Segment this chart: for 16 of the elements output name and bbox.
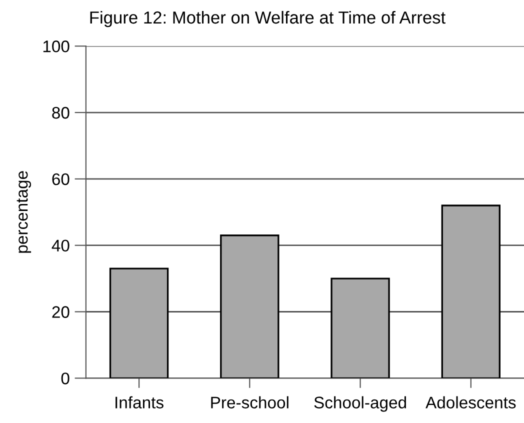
x-tick-label: School-aged — [314, 396, 406, 412]
y-tick-label: 0 — [61, 372, 70, 384]
y-axis-title: percentage — [16, 171, 32, 253]
bar — [220, 234, 280, 378]
y-tick-label: 80 — [52, 106, 70, 119]
y-tick-label: 100 — [43, 40, 70, 52]
y-tick-label: 60 — [52, 173, 70, 186]
x-tick-label: Infants — [116, 396, 164, 408]
y-tick-label: 20 — [52, 306, 70, 318]
bar — [109, 268, 169, 378]
bar — [441, 204, 500, 378]
bar — [330, 278, 390, 378]
x-tick-label: Adolescents — [426, 396, 516, 408]
chart-title: Figure 12: Mother on Welfare at Time of Arrest — [90, 10, 446, 28]
y-tick-label: 40 — [52, 240, 70, 252]
x-tick-label: Pre-school — [211, 396, 288, 408]
